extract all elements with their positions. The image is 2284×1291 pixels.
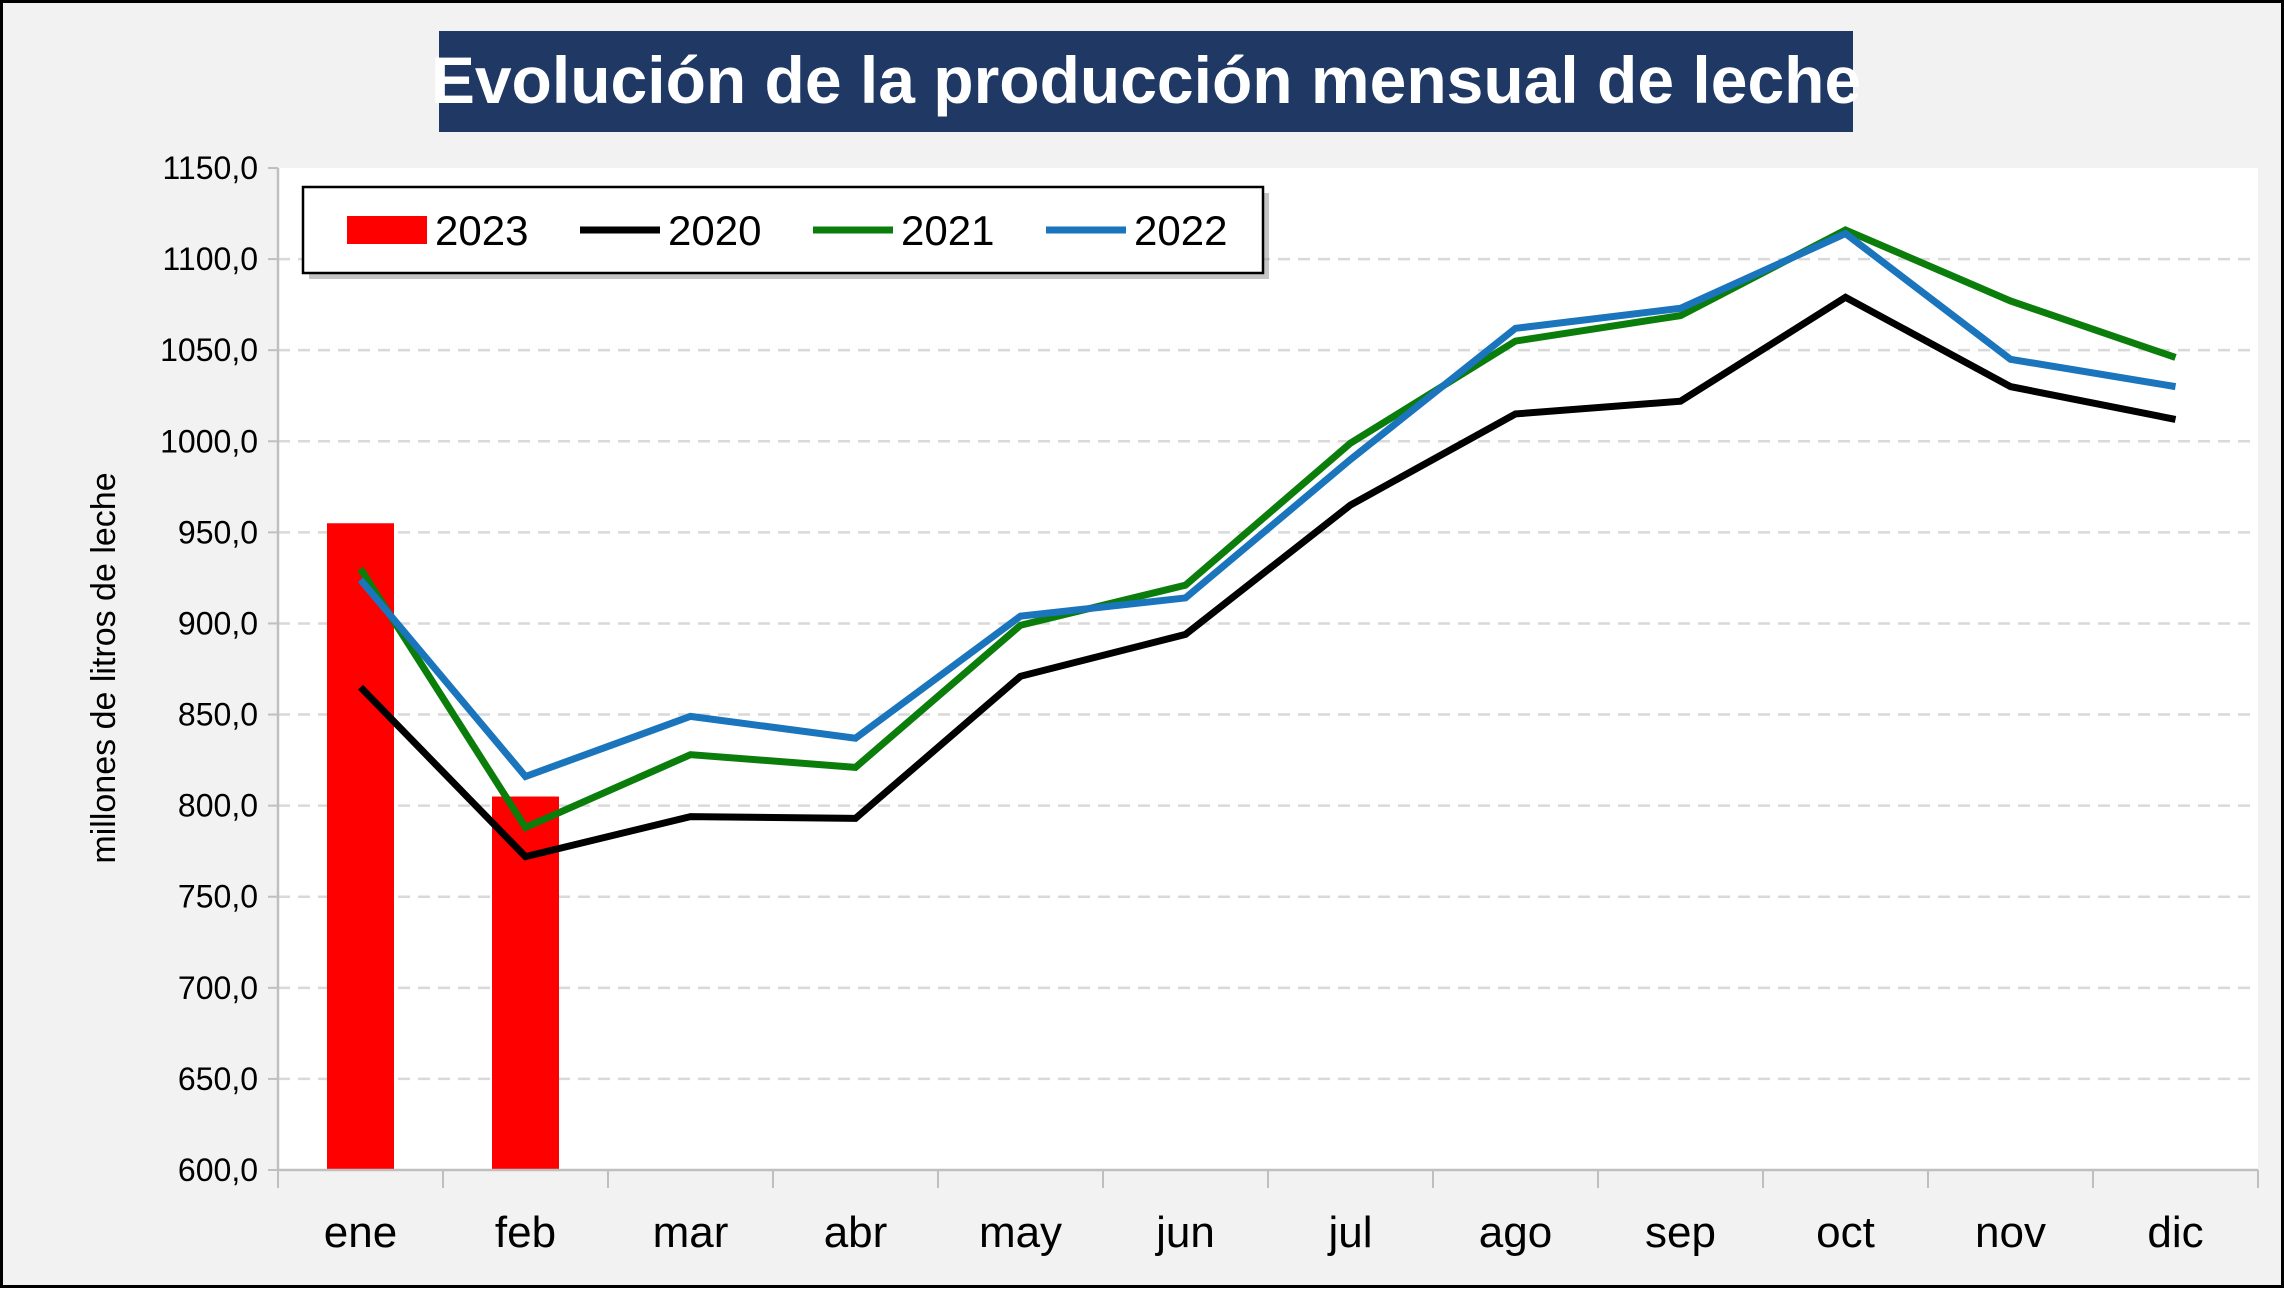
x-tick-label: feb <box>495 1208 556 1257</box>
y-tick-label: 1050,0 <box>160 332 258 368</box>
y-tick-label: 900,0 <box>178 605 258 641</box>
chart-title: Evolución de la producción mensual de le… <box>431 31 1861 132</box>
x-tick-label: jul <box>1326 1208 1372 1257</box>
y-axis-ticks: 600,0 650,0 700,0 750,0 800,0 850,0 900,0 950,0… <box>160 150 278 1188</box>
plot-area <box>278 168 2258 1170</box>
y-tick-label: 1100,0 <box>163 241 259 277</box>
y-tick-label: 850,0 <box>178 697 258 733</box>
x-tick-label: ene <box>324 1208 397 1257</box>
title-background <box>439 31 1853 132</box>
legend: 2023 2020 2021 2022 <box>301 185 1269 279</box>
x-tick-label: may <box>979 1208 1062 1257</box>
chart-svg: Evolución de la producción mensual de le… <box>85 31 2259 1257</box>
title-text: Evolución de la producción mensual de le… <box>431 43 1861 117</box>
y-tick-label: 700,0 <box>178 970 258 1006</box>
x-tick-label: nov <box>1975 1208 2046 1257</box>
line-series-2022 <box>357 229 2177 781</box>
bar-2023-ene <box>327 523 394 1170</box>
y-tick-label: 950,0 <box>178 514 258 550</box>
y-tick-label: 600,0 <box>178 1152 258 1188</box>
line-series-2021 <box>357 226 2177 832</box>
y-tick-label: 1150,0 <box>163 150 259 186</box>
y-tick-label: 750,0 <box>178 879 258 915</box>
legend-label-2022: 2022 <box>1134 207 1227 254</box>
legend-label-2023: 2023 <box>435 207 528 254</box>
y-tick-label: 1000,0 <box>160 423 258 459</box>
axes <box>276 168 2258 1172</box>
line-series-2020 <box>357 293 2177 861</box>
line-series <box>357 226 2177 861</box>
x-axis-ticks: ene feb mar abr may jun jul ago sep oct nov dic <box>277 1170 2259 1257</box>
legend-label-2021: 2021 <box>901 207 994 254</box>
x-tick-label: jun <box>1154 1208 1215 1257</box>
x-tick-label: mar <box>653 1208 729 1257</box>
x-tick-label: dic <box>2147 1208 2203 1257</box>
y-tick-label: 800,0 <box>178 788 258 824</box>
y-axis-label: millones de litros de leche <box>85 472 123 863</box>
x-tick-label: abr <box>824 1208 888 1257</box>
legend-label-2020: 2020 <box>668 207 761 254</box>
y-tick-label: 650,0 <box>178 1061 258 1097</box>
x-tick-label: ago <box>1479 1208 1552 1257</box>
x-tick-label: oct <box>1816 1208 1875 1257</box>
x-tick-label: sep <box>1645 1208 1716 1257</box>
legend-swatch-2023 <box>347 216 427 244</box>
